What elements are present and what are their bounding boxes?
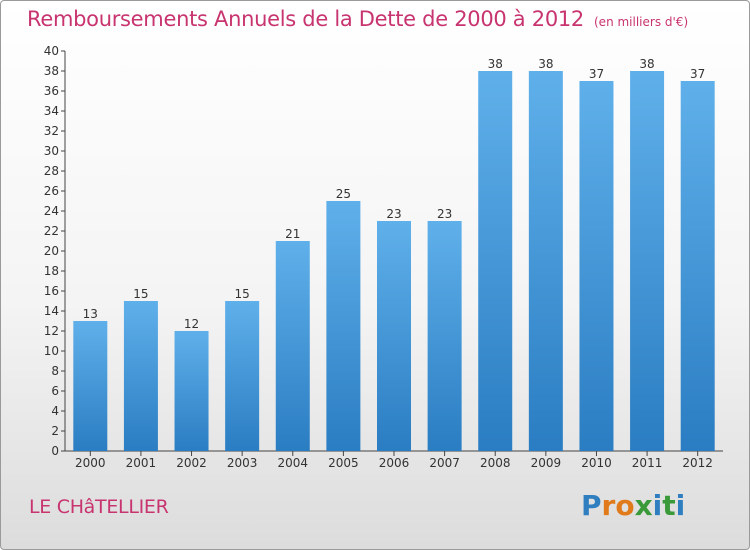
x-tick-label: 2008 <box>480 456 511 470</box>
x-tick-label: 2010 <box>581 456 612 470</box>
y-tick-label: 0 <box>51 444 59 458</box>
x-tick-label: 2004 <box>277 456 308 470</box>
data-label-2011: 38 <box>639 57 654 71</box>
data-label-2002: 12 <box>184 317 199 331</box>
y-tick-label: 40 <box>44 44 59 58</box>
chart-subtitle: (en milliers d'€) <box>594 15 689 29</box>
bar-2011 <box>630 71 665 451</box>
x-tick-label: 2002 <box>176 456 207 470</box>
x-tick-label: 2005 <box>328 456 359 470</box>
data-label-2008: 38 <box>488 57 503 71</box>
data-label-2005: 25 <box>336 187 351 201</box>
data-label-2009: 38 <box>538 57 553 71</box>
y-tick-label: 18 <box>44 264 59 278</box>
data-label-2003: 15 <box>235 287 250 301</box>
y-tick-label: 14 <box>44 304 59 318</box>
y-tick-label: 4 <box>51 404 59 418</box>
data-label-2001: 15 <box>133 287 148 301</box>
x-tick-label: 2009 <box>531 456 562 470</box>
y-tick-label: 2 <box>51 424 59 438</box>
y-tick-label: 6 <box>51 384 59 398</box>
data-label-2012: 37 <box>690 67 705 81</box>
x-tick-label: 2011 <box>632 456 663 470</box>
x-tick-label: 2000 <box>75 456 106 470</box>
x-tick-label: 2012 <box>682 456 713 470</box>
y-tick-label: 16 <box>44 284 59 298</box>
commune-name: LE CHâTELLIER <box>29 496 169 518</box>
bar-2000 <box>73 321 108 451</box>
y-tick-label: 26 <box>44 184 59 198</box>
y-tick-label: 22 <box>44 224 59 238</box>
bar-2008 <box>478 71 513 451</box>
data-label-2010: 37 <box>589 67 604 81</box>
bar-2006 <box>377 221 411 451</box>
bar-2005 <box>326 201 361 451</box>
data-label-2006: 23 <box>386 207 401 221</box>
data-label-2000: 13 <box>83 307 98 321</box>
y-tick-label: 38 <box>44 64 59 78</box>
y-tick-label: 32 <box>44 124 59 138</box>
proxiti-logo: Proxiti <box>581 489 686 522</box>
x-tick-label: 2001 <box>126 456 157 470</box>
y-tick-label: 36 <box>44 84 59 98</box>
y-tick-label: 30 <box>44 144 59 158</box>
bar-2001 <box>123 301 158 451</box>
x-tick-label: 2007 <box>429 456 460 470</box>
y-tick-label: 8 <box>51 364 59 378</box>
data-label-2007: 23 <box>437 207 452 221</box>
bar-2012 <box>680 81 715 451</box>
chart-title: Remboursements Annuels de la Dette de 20… <box>27 7 689 31</box>
x-tick-label: 2003 <box>227 456 258 470</box>
y-tick-label: 12 <box>44 324 59 338</box>
y-tick-label: 20 <box>44 244 59 258</box>
y-tick-label: 10 <box>44 344 59 358</box>
x-tick-label: 2006 <box>379 456 410 470</box>
y-tick-label: 24 <box>44 204 59 218</box>
y-tick-label: 34 <box>44 104 59 118</box>
bar-2007 <box>427 221 462 451</box>
bar-2010 <box>579 81 614 451</box>
bar-2009 <box>528 71 563 451</box>
data-label-2004: 21 <box>285 227 300 241</box>
bar-2004 <box>275 241 310 451</box>
y-tick-label: 28 <box>44 164 59 178</box>
bar-2003 <box>225 301 260 451</box>
bar-2002 <box>174 331 209 451</box>
